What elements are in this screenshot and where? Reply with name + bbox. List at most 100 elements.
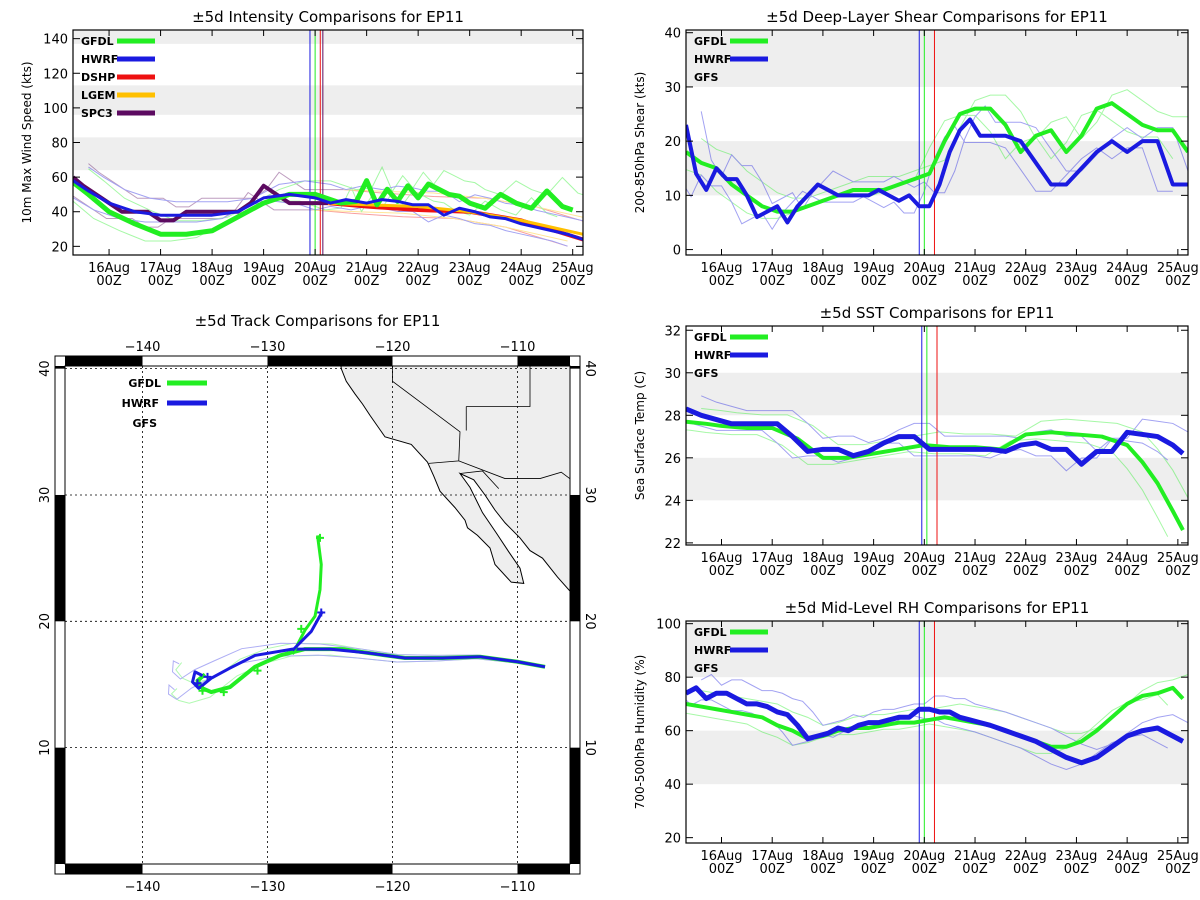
- x-tick-hour: 00Z: [759, 274, 785, 289]
- y-tick-label: 32: [664, 324, 681, 339]
- ensemble-line: [88, 165, 583, 222]
- x-tick-hour: 00Z: [810, 862, 836, 877]
- sst-panel: 22242628303216Aug00Z17Aug00Z18Aug00Z19Au…: [633, 304, 1199, 579]
- x-tick-day: 18Aug: [802, 551, 844, 566]
- x-tick-hour: 00Z: [508, 274, 534, 289]
- x-tick-day: 20Aug: [294, 261, 336, 276]
- x-tick-day: 20Aug: [903, 849, 945, 864]
- y-tick-label: 40: [582, 360, 597, 377]
- y-tick-label: 26: [664, 452, 681, 467]
- x-tick-hour: 00Z: [199, 274, 225, 289]
- rh-panel: 2040608010016Aug00Z17Aug00Z18Aug00Z19Aug…: [633, 599, 1199, 877]
- x-tick-day: 18Aug: [802, 261, 844, 276]
- x-tick-hour: 00Z: [1013, 862, 1039, 877]
- x-tick-day: 25Aug: [1157, 551, 1199, 566]
- ensemble-line: [312, 209, 568, 242]
- x-tick-hour: 00Z: [861, 862, 887, 877]
- y-axis-label: 700-500hPa Humidity (%): [633, 655, 647, 810]
- border-bar: [570, 366, 580, 369]
- series-line-hwrf: [73, 179, 583, 241]
- chart-title: ±5d SST Comparisons for EP11: [820, 304, 1055, 322]
- x-tick-label: −120: [375, 880, 411, 895]
- border-bar: [267, 864, 393, 874]
- x-tick-day: 24Aug: [500, 261, 542, 276]
- y-axis-label: Sea Surface Temp (C): [633, 371, 647, 500]
- x-tick-day: 17Aug: [751, 849, 793, 864]
- legend-label: GFDL: [694, 35, 727, 48]
- track-position-marker: [317, 608, 326, 617]
- x-tick-hour: 00Z: [962, 564, 988, 579]
- shade-band: [686, 30, 1188, 87]
- ensemble-track: [171, 642, 546, 680]
- y-tick-label: 24: [664, 494, 681, 509]
- border-bar: [65, 356, 143, 366]
- x-tick-day: 22Aug: [1005, 551, 1047, 566]
- x-tick-day: 24Aug: [1106, 849, 1148, 864]
- x-tick-label: −140: [125, 340, 161, 355]
- x-tick-hour: 00Z: [251, 274, 277, 289]
- x-tick-day: 17Aug: [751, 261, 793, 276]
- y-tick-label: 20: [582, 613, 597, 630]
- map-area: [65, 366, 570, 864]
- y-axis-label: 10m Max Wind Speed (kts): [20, 61, 34, 223]
- x-tick-day: 21Aug: [954, 261, 996, 276]
- ensemble-line: [88, 166, 583, 222]
- shade-band: [73, 30, 583, 44]
- chart-title: ±5d Intensity Comparisons for EP11: [192, 8, 464, 26]
- ensemble-line: [686, 125, 1173, 231]
- x-tick-day: 18Aug: [802, 849, 844, 864]
- plot-frame: [685, 325, 1189, 546]
- x-tick-hour: 00Z: [1114, 862, 1140, 877]
- x-tick-day: 16Aug: [88, 261, 130, 276]
- track-position-marker: [253, 666, 262, 675]
- x-tick-hour: 00Z: [1013, 564, 1039, 579]
- x-tick-day: 23Aug: [449, 261, 491, 276]
- y-tick-label: 80: [664, 671, 681, 686]
- x-tick-day: 16Aug: [701, 551, 743, 566]
- y-tick-label: 0: [673, 244, 681, 259]
- legend-label: GFS: [694, 367, 719, 380]
- series-group: [686, 101, 1188, 225]
- y-tick-label: 140: [43, 33, 68, 48]
- legend-label: HWRF: [122, 397, 159, 410]
- x-tick-day: 19Aug: [853, 261, 895, 276]
- x-tick-label: −110: [500, 880, 536, 895]
- x-tick-day: 21Aug: [954, 849, 996, 864]
- x-tick-hour: 00Z: [354, 274, 380, 289]
- border-bar: [65, 864, 143, 874]
- ensemble-line: [73, 197, 568, 247]
- x-tick-day: 25Aug: [1157, 849, 1199, 864]
- series-group: [686, 406, 1185, 532]
- y-tick-label: 40: [664, 27, 681, 42]
- legend-label: HWRF: [81, 53, 118, 66]
- y-tick-label: 10: [38, 739, 53, 756]
- ensemble-line: [686, 429, 1169, 537]
- y-tick-label: 30: [582, 487, 597, 504]
- legend-label: GFS: [694, 71, 719, 84]
- x-tick-hour: 00Z: [1165, 862, 1191, 877]
- legend-label: GFDL: [128, 377, 161, 390]
- track-position-marker: [203, 672, 212, 681]
- border-bar: [570, 494, 580, 622]
- x-tick-hour: 00Z: [96, 274, 122, 289]
- state-border: [466, 366, 531, 407]
- x-tick-day: 25Aug: [1157, 261, 1199, 276]
- shade-band: [73, 85, 583, 115]
- y-tick-label: 30: [664, 367, 681, 382]
- x-tick-hour: 00Z: [1165, 274, 1191, 289]
- series-line-lgem: [327, 201, 583, 236]
- series-line-hwrf: [686, 685, 1185, 766]
- y-tick-label: 22: [664, 537, 681, 552]
- x-tick-day: 23Aug: [1055, 551, 1097, 566]
- x-tick-hour: 00Z: [560, 274, 586, 289]
- y-tick-label: 20: [664, 832, 681, 847]
- y-tick-label: 28: [664, 409, 681, 424]
- track-gfdl-tail: [291, 535, 323, 655]
- x-tick-hour: 00Z: [861, 564, 887, 579]
- x-tick-hour: 00Z: [302, 274, 328, 289]
- x-tick-day: 25Aug: [552, 261, 594, 276]
- legend-label: GFDL: [694, 626, 727, 639]
- x-tick-day: 21Aug: [954, 551, 996, 566]
- chart-title: ±5d Track Comparisons for EP11: [195, 312, 441, 330]
